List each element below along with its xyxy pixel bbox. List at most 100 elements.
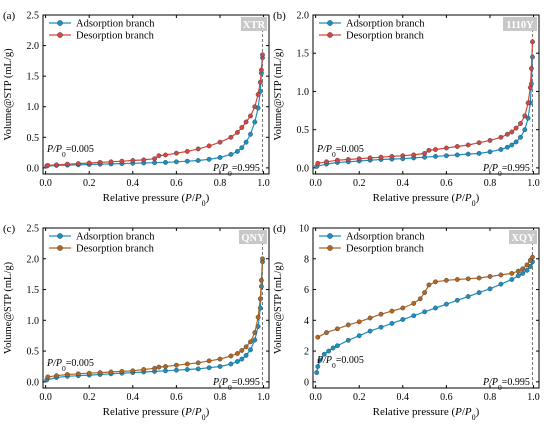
adsorption-point [248, 131, 253, 137]
annotation-low-pressure-part: /P [52, 358, 62, 369]
desorption-point [130, 158, 136, 163]
y-tick-label: 0.5 [27, 347, 40, 358]
desorption-point [195, 360, 201, 366]
desorption-point [426, 282, 432, 288]
y-tick-label: 1.0 [27, 102, 40, 113]
adsorption-point [422, 309, 427, 315]
x-axis-label: Relative pressure (P/P0) [103, 406, 210, 422]
adsorption-point [217, 364, 223, 369]
sample-badge [241, 17, 267, 31]
legend-adsorption-label: Adsorption branch [76, 19, 155, 30]
adsorption-point [317, 357, 323, 363]
adsorption-point [195, 158, 201, 163]
adsorption-point [367, 328, 373, 334]
adsorption-point [206, 365, 212, 371]
desorption-point [433, 279, 438, 285]
desorption-point [529, 66, 534, 71]
desorption-point [400, 153, 406, 159]
y-tick-label: 2.0 [27, 254, 40, 265]
adsorption-point [248, 347, 253, 353]
plot-frame [312, 227, 540, 389]
annotation-high-pressure-part: 0 [498, 383, 502, 392]
sample-badge-label: QNY [241, 233, 265, 244]
desorption-point [356, 156, 362, 162]
adsorption-point [345, 337, 351, 343]
adsorption-point [515, 273, 521, 279]
desorption-point [252, 104, 258, 110]
desorption-point [515, 268, 521, 274]
adsorption-point [217, 155, 223, 160]
adsorption-point [476, 150, 482, 156]
y-tick-label: 2.0 [297, 11, 310, 22]
desorption-point [527, 257, 533, 263]
legend-desorption-marker [57, 32, 63, 38]
legend-desorption-label: Desorption branch [76, 244, 155, 255]
sample-badge [509, 230, 537, 244]
legend-adsorption-label: Adsorption branch [346, 19, 425, 30]
x-axis-label-part: / [192, 406, 196, 418]
annotation-high-pressure-part: 0 [228, 383, 232, 392]
desorption-point [255, 92, 261, 97]
desorption-point [389, 153, 395, 159]
desorption-point [465, 142, 471, 148]
annotation-high-pressure-part: /P [218, 163, 228, 174]
annotation-low-pressure-part: /P [322, 144, 332, 155]
x-axis-label-part: 0 [472, 413, 476, 422]
x-axis-label-part: Relative pressure ( [373, 406, 456, 418]
annotation-low-pressure-part: /P [322, 355, 332, 366]
x-axis-label: Relative pressure (P/P0) [103, 192, 210, 208]
x-tick-label: 0.2 [353, 178, 366, 189]
x-tick-label: 0.6 [170, 178, 183, 189]
desorption-point [465, 276, 471, 282]
desorption-point [217, 356, 223, 362]
legend-adsorption-marker [327, 20, 333, 26]
desorption-point [257, 296, 263, 302]
x-tick-label: 0.6 [440, 178, 453, 189]
desorption-point [417, 296, 423, 302]
y-tick-label: 2.5 [27, 224, 40, 235]
legend-desorption-marker [57, 245, 63, 251]
y-axis-label: Volume@STP (mL/g) [273, 261, 284, 354]
sample-badge-label: 1110Y [506, 20, 534, 31]
x-tick-label: 0.4 [127, 178, 140, 189]
annotation-high-pressure-part: 0 [498, 169, 502, 178]
x-tick-label: 0.2 [83, 392, 96, 403]
x-tick-label: 0.8 [484, 392, 497, 403]
x-axis-label-part: P [454, 192, 462, 204]
panel-label: (a) [3, 10, 16, 22]
desorption-line [317, 41, 534, 164]
desorption-point [527, 85, 533, 91]
y-tick-label: 6 [304, 285, 309, 296]
x-tick-label: 0.4 [397, 392, 410, 403]
desorption-point [108, 369, 114, 375]
desorption-point [345, 322, 351, 328]
adsorption-point [195, 366, 201, 372]
desorption-point [260, 52, 265, 58]
desorption-point [75, 371, 81, 377]
adsorption-point [378, 324, 384, 330]
panel-label: (b) [273, 10, 286, 22]
legend-desorption-label: Desorption branch [346, 244, 425, 255]
adsorption-point [433, 153, 438, 159]
y-tick-label: 1.5 [297, 49, 310, 60]
desorption-point [86, 160, 92, 166]
desorption-point [513, 125, 519, 131]
adsorption-point [243, 352, 249, 358]
annotation-high-pressure: P/P0=0.995 [482, 163, 530, 178]
x-tick-label: 1.0 [257, 178, 270, 189]
y-tick-label: 0.0 [297, 163, 310, 174]
adsorption-point [228, 151, 234, 157]
desorption-point [65, 161, 70, 167]
adsorption-line [316, 261, 534, 373]
desorption-point [173, 362, 179, 368]
desorption-point [260, 256, 265, 262]
desorption-point [524, 262, 530, 268]
adsorption-point [321, 351, 327, 357]
desorption-point [156, 153, 162, 159]
desorption-point [476, 140, 482, 146]
annotation-low-pressure-part: =0.005 [66, 358, 94, 369]
annotation-high-pressure-part: =0.995 [232, 377, 260, 388]
desorption-point [433, 147, 438, 152]
sample-badge [239, 230, 267, 244]
